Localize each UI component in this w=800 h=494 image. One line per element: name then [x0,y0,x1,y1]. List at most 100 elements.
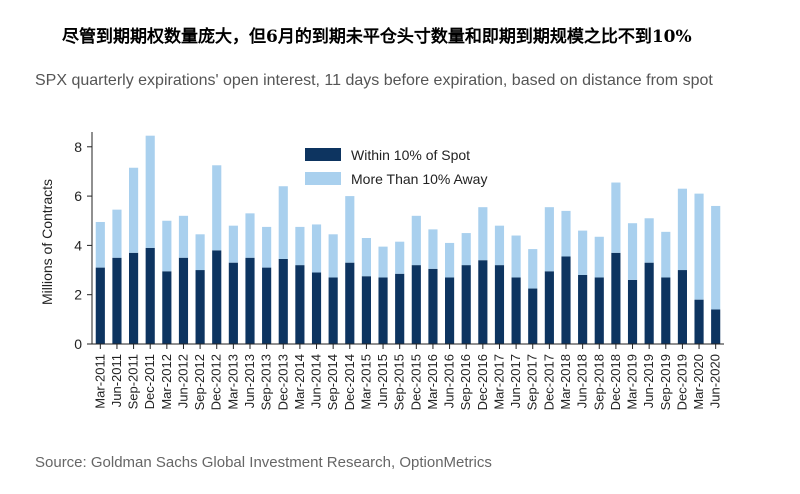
bar-more-than-10pct [511,235,521,278]
x-tick-label: Jun-2013 [242,354,257,408]
bar-within-10pct [544,271,554,344]
x-tick-label: Mar-2013 [225,354,240,410]
x-tick-label: Mar-2016 [425,354,440,410]
bar-within-10pct [228,262,238,344]
bar-within-10pct [328,277,338,344]
bar-within-10pct [611,252,621,344]
x-tick-label: Mar-2014 [292,354,307,410]
bars [95,135,721,344]
x-axis-ticks: Mar-2011 Jun-2011 Sep-2011 Dec-2011 Mar-2012… [92,344,723,410]
bar-more-than-10pct [311,224,322,273]
bar-more-than-10pct [129,167,139,253]
y-tick-label: 6 [74,188,82,204]
bar-more-than-10pct [328,234,338,278]
bar-more-than-10pct [594,236,604,278]
x-tick-label: Jun-2011 [109,354,124,407]
x-tick-label: Sep-2019 [658,354,673,410]
bar-within-10pct [162,271,172,344]
bar-within-10pct [95,267,105,344]
legend: Within 10% of Spot More Than 10% Away [305,147,487,187]
source-note: Source: Goldman Sachs Global Investment … [35,454,492,471]
bar-more-than-10pct [228,225,238,263]
chart-headline: 尽管到期期权数量庞大，但6月的到期未平仓头寸数量和即期到期规模之比不到10% [62,27,692,47]
bar-more-than-10pct [378,246,388,278]
x-tick-label: Sep-2017 [525,354,540,410]
x-tick-label: Jun-2016 [442,354,457,408]
bar-within-10pct [129,252,139,344]
bar-within-10pct [295,265,305,344]
bar-more-than-10pct [561,210,571,257]
bar-more-than-10pct [611,182,621,253]
bar-within-10pct [494,265,505,344]
bar-more-than-10pct [295,226,305,266]
y-tick-label: 4 [74,237,82,253]
x-tick-label: Dec-2019 [674,354,689,410]
y-axis-ticks: 0 2 4 6 8 [74,139,92,352]
bar-more-than-10pct [145,135,155,248]
bar-within-10pct [561,256,571,344]
bar-within-10pct [445,277,455,344]
bar-more-than-10pct [245,213,255,258]
x-tick-label: Mar-2011 [92,354,107,409]
y-axis-title: Millions of Contracts [39,179,55,305]
x-tick-label: Jun-2012 [175,354,190,408]
bar-more-than-10pct [178,215,189,258]
legend-label-within: Within 10% of Spot [351,147,470,163]
x-tick-label: Dec-2015 [408,354,423,410]
x-tick-label: Sep-2012 [192,354,207,410]
bar-within-10pct [361,276,371,344]
bar-more-than-10pct [411,215,421,266]
bar-more-than-10pct [212,165,222,251]
bar-more-than-10pct [711,205,721,310]
x-tick-label: Jun-2018 [575,354,590,408]
x-tick-label: Mar-2018 [558,354,573,410]
x-tick-label: Sep-2014 [325,354,340,410]
bar-within-10pct [694,299,704,344]
x-tick-label: Jun-2019 [641,354,656,408]
x-tick-label: Jun-2015 [375,354,390,408]
y-tick-label: 2 [74,287,82,303]
bar-more-than-10pct [361,238,371,277]
bar-more-than-10pct [461,233,471,266]
bar-more-than-10pct [278,186,288,259]
bar-more-than-10pct [644,218,654,263]
bar-within-10pct [578,274,588,344]
bar-more-than-10pct [445,242,455,278]
bar-more-than-10pct [544,207,554,272]
bar-more-than-10pct [95,221,105,268]
x-tick-label: Dec-2013 [275,354,290,410]
bar-more-than-10pct [578,230,588,275]
bar-within-10pct [677,270,687,344]
bar-within-10pct [478,260,488,344]
bar-more-than-10pct [661,231,671,278]
bar-within-10pct [245,257,255,344]
chart-title: SPX quarterly expirations' open interest… [35,72,713,89]
bar-within-10pct [711,309,721,344]
bar-within-10pct [378,277,388,344]
bar-more-than-10pct [162,220,172,272]
bar-more-than-10pct [627,223,638,280]
x-tick-label: Mar-2015 [358,354,373,410]
x-tick-label: Dec-2018 [608,354,623,410]
bar-more-than-10pct [694,193,704,300]
bar-within-10pct [311,272,322,344]
bar-within-10pct [428,268,438,344]
bar-more-than-10pct [262,226,272,268]
x-tick-label: Sep-2015 [392,354,407,410]
bar-more-than-10pct [428,229,438,269]
bar-within-10pct [212,250,222,344]
bar-more-than-10pct [528,249,538,289]
bar-more-than-10pct [478,207,488,261]
bar-within-10pct [112,257,122,344]
bar-within-10pct [395,273,405,344]
legend-label-beyond: More Than 10% Away [351,171,487,187]
bar-within-10pct [511,277,521,344]
bar-within-10pct [262,267,272,344]
x-tick-label: Jun-2017 [508,354,523,408]
x-tick-label: Dec-2012 [209,354,224,410]
bar-within-10pct [145,247,155,344]
bar-more-than-10pct [195,234,205,271]
x-tick-label: Sep-2018 [591,354,606,410]
x-tick-label: Sep-2011 [126,354,141,409]
